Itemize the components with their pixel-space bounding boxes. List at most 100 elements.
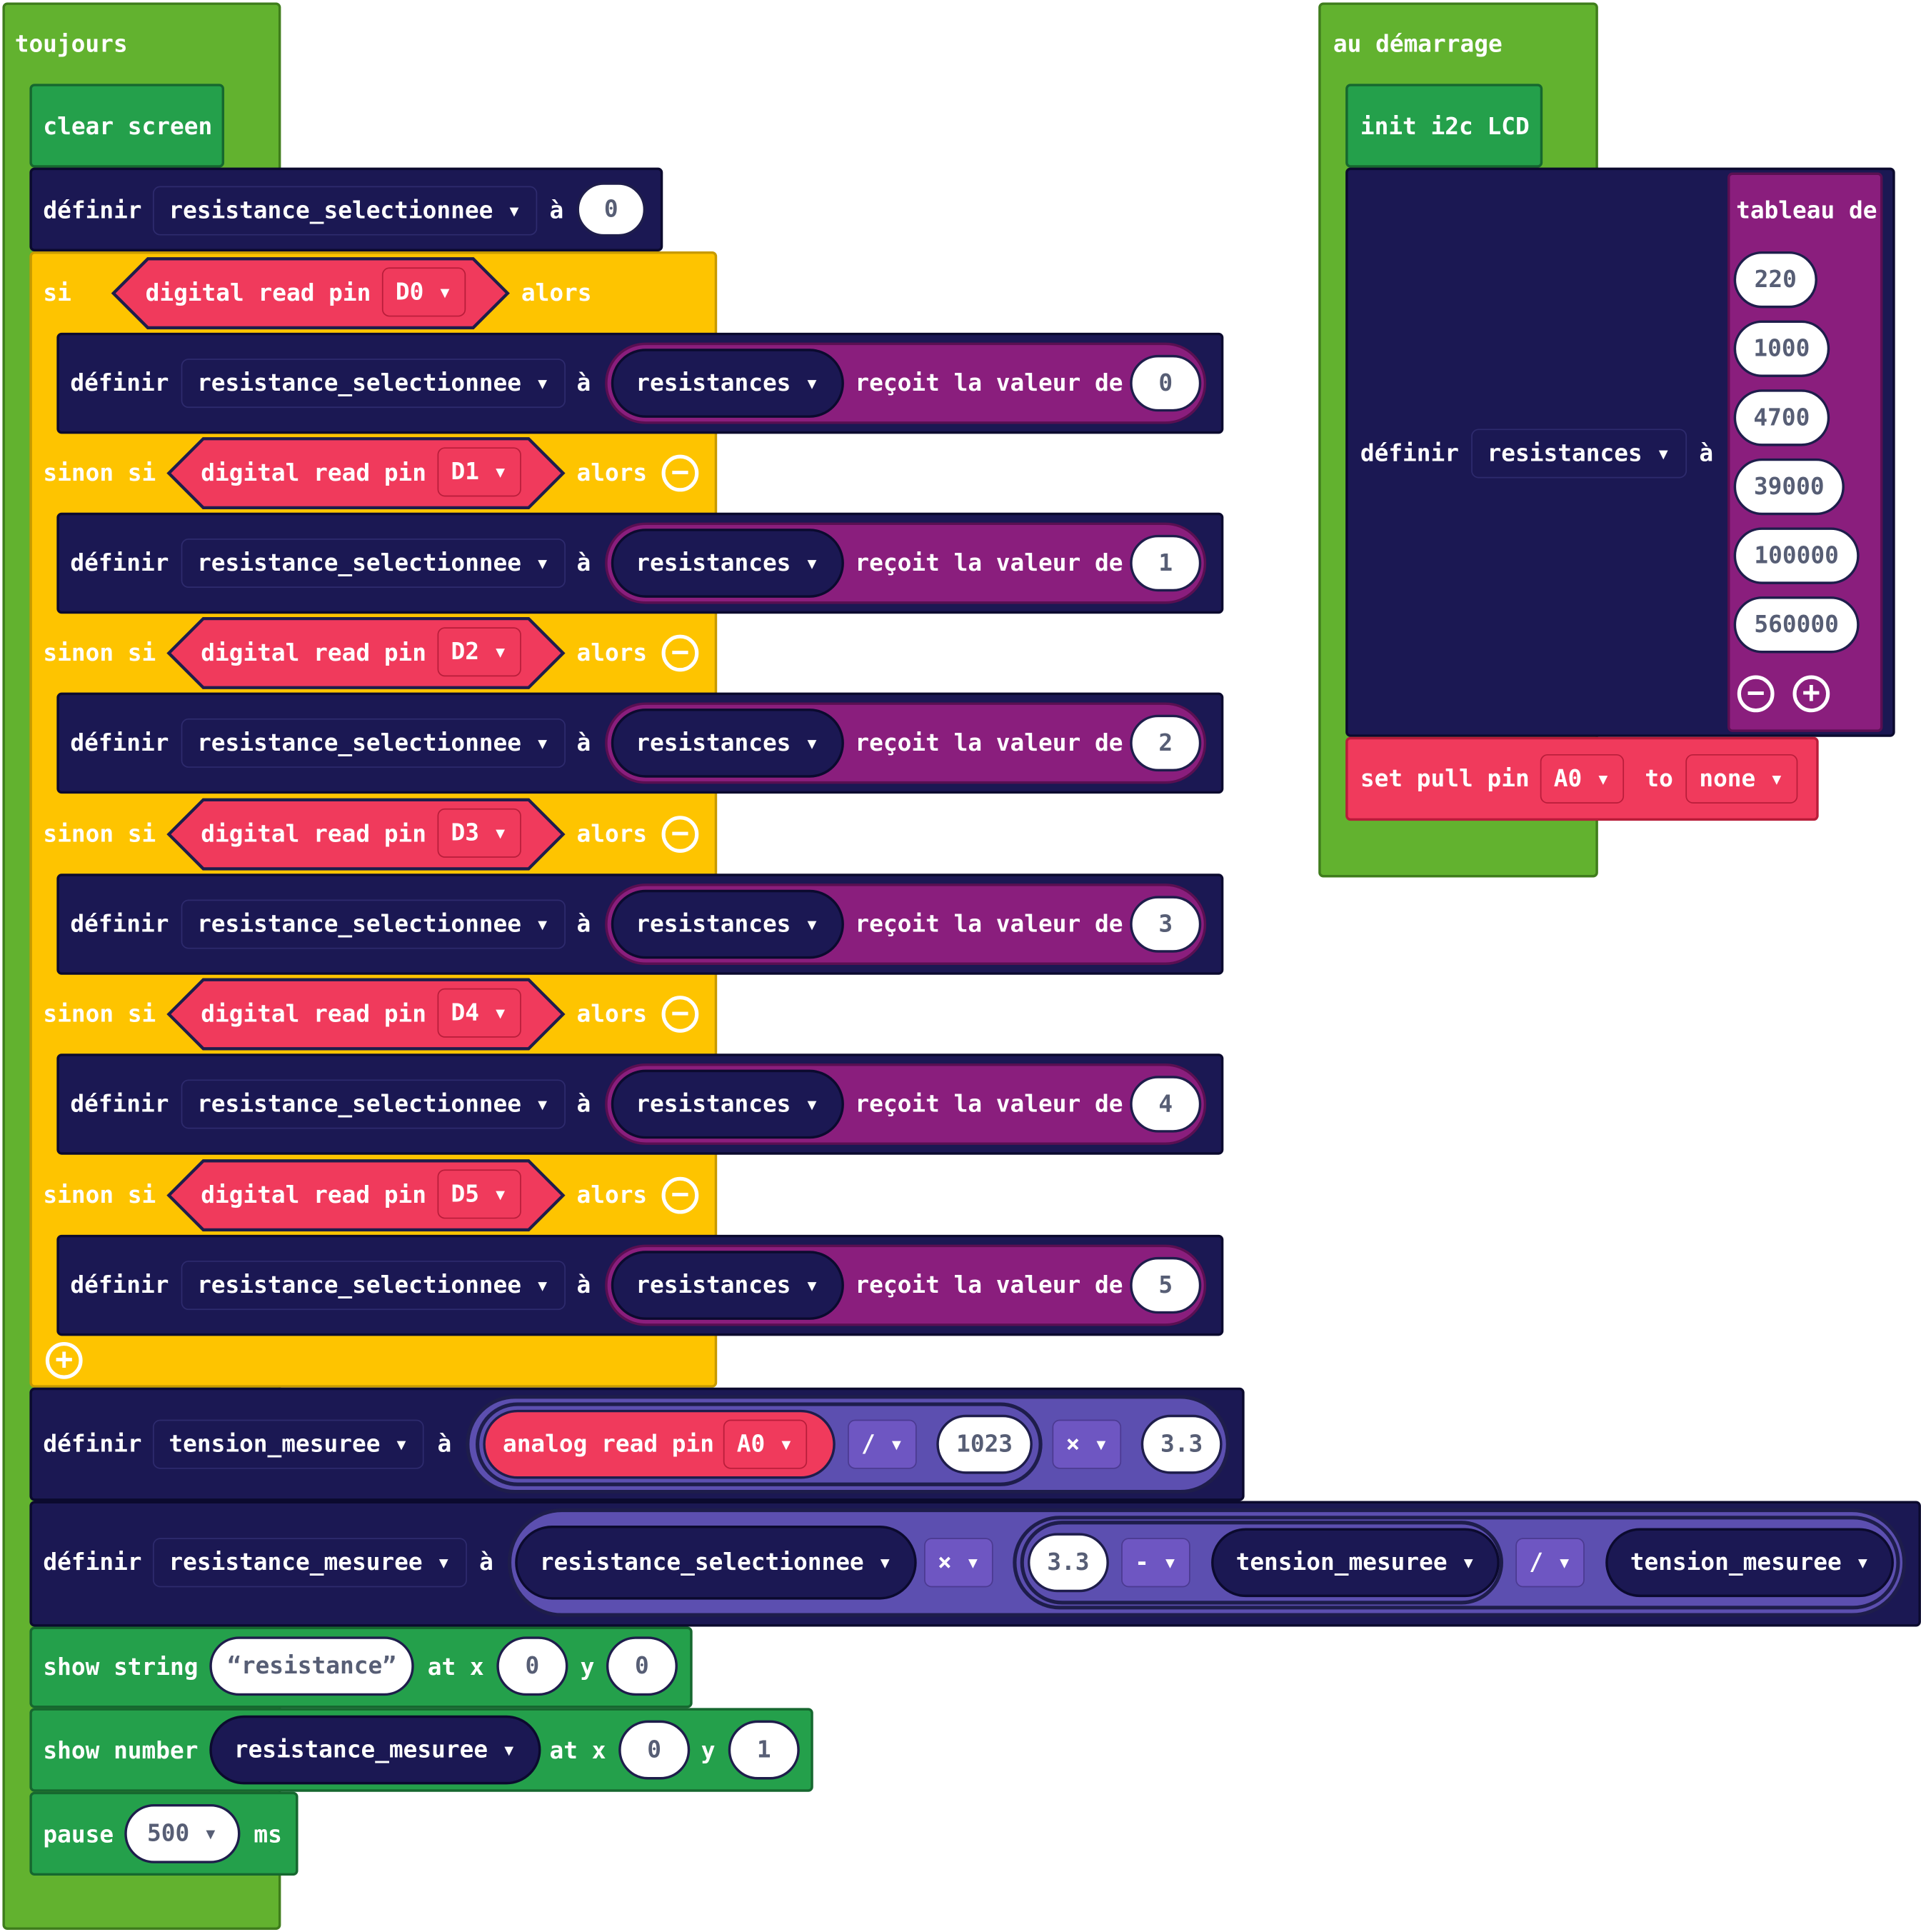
list-index-0[interactable]: 0 <box>1130 354 1202 412</box>
set-pull-pin-dropdown[interactable]: A0 <box>1540 754 1624 804</box>
digital-read-pin-2[interactable]: D2 <box>437 627 521 677</box>
digital-read-pin-3[interactable]: D3 <box>437 808 521 858</box>
clear-screen-label: clear screen <box>43 113 213 141</box>
show-string-value[interactable]: “resistance” <box>209 1636 414 1696</box>
tension-define: définir <box>43 1431 142 1458</box>
show-number-y[interactable]: 1 <box>728 1720 800 1780</box>
digital-read-pin-4[interactable]: D4 <box>437 988 521 1038</box>
analog-read-pin[interactable]: A0 <box>723 1419 807 1469</box>
on-start-label: au démarrage <box>1333 31 1503 59</box>
branch-set-to-1: à <box>576 549 591 577</box>
branch-set-var-0[interactable]: resistance_selectionnee <box>181 359 566 409</box>
branch-set-var-4[interactable]: resistance_selectionnee <box>181 1079 566 1129</box>
clear-screen-block[interactable] <box>29 84 225 168</box>
tension-mesuree-var-2[interactable]: tension_mesuree <box>1605 1528 1895 1598</box>
list-index-4[interactable]: 4 <box>1130 1076 1202 1133</box>
list-var-4[interactable]: resistances <box>611 1069 844 1139</box>
branch-set-var-1[interactable]: resistance_selectionnee <box>181 538 566 589</box>
show-number-x[interactable]: 0 <box>618 1720 691 1780</box>
list-get-label-5: reçoit la valeur de <box>855 1271 1123 1299</box>
digital-read-block-5[interactable]: digital read pin D5 <box>166 1158 566 1233</box>
show-number-var[interactable]: resistance_mesuree <box>209 1715 541 1785</box>
show-string-text: resistance <box>241 1652 383 1680</box>
set-initial-define: définir <box>43 197 142 225</box>
list-get-label-2: reçoit la valeur de <box>855 729 1123 757</box>
remove-branch-icon-4[interactable]: − <box>661 996 699 1033</box>
show-string-x[interactable]: 0 <box>496 1636 568 1696</box>
array-value-5[interactable]: 560000 <box>1733 596 1860 654</box>
then-label-1: alors <box>576 459 648 487</box>
branch-set-define-2: définir <box>70 729 169 757</box>
array-add-icon[interactable]: + <box>1792 675 1830 713</box>
digital-read-block-4[interactable]: digital read pin D4 <box>166 977 566 1051</box>
branch-set-define-4: définir <box>70 1090 169 1118</box>
resistance-op-divide[interactable]: / <box>1515 1538 1585 1588</box>
set-initial-value[interactable]: 0 <box>576 182 646 237</box>
list-var-5[interactable]: resistances <box>611 1251 844 1320</box>
resistance-op-multiply[interactable]: × <box>924 1538 994 1588</box>
list-get-label-1: reçoit la valeur de <box>855 549 1123 577</box>
elseif-label-3: sinon si <box>43 821 156 849</box>
set-pull-mode-dropdown[interactable]: none <box>1685 754 1797 804</box>
then-label-2: alors <box>576 639 648 667</box>
digital-read-pin-1[interactable]: D1 <box>437 447 521 497</box>
branch-set-to-2: à <box>576 729 591 757</box>
tension-op-divide[interactable]: / <box>848 1419 918 1469</box>
resistance-to: à <box>479 1548 493 1576</box>
branch-set-to-5: à <box>576 1271 591 1299</box>
resistance-value-3-3[interactable]: 3.3 <box>1027 1533 1109 1593</box>
resistance-selectionnee-var[interactable]: resistance_selectionnee <box>515 1526 917 1600</box>
show-string-y[interactable]: 0 <box>606 1636 678 1696</box>
tension-op-multiply[interactable]: × <box>1052 1419 1122 1469</box>
branch-set-var-5[interactable]: resistance_selectionnee <box>181 1261 566 1311</box>
array-value-0[interactable]: 220 <box>1733 251 1817 309</box>
resistances-var-dropdown[interactable]: resistances <box>1471 429 1687 479</box>
list-get-label-4: reçoit la valeur de <box>855 1090 1123 1118</box>
list-var-2[interactable]: resistances <box>611 709 844 778</box>
remove-branch-icon-1[interactable]: − <box>661 454 699 492</box>
tension-var-dropdown[interactable]: tension_mesuree <box>152 1419 425 1469</box>
branch-set-define-0: définir <box>70 369 169 397</box>
if-label: si <box>43 279 71 307</box>
digital-read-block-0[interactable]: digital read pin D0 <box>111 256 510 331</box>
init-lcd-block[interactable] <box>1345 84 1543 168</box>
array-value-3[interactable]: 39000 <box>1733 458 1845 516</box>
digital-read-pin-0[interactable]: D0 <box>381 267 466 317</box>
array-value-2[interactable]: 4700 <box>1733 389 1830 446</box>
forever-label: toujours <box>14 31 128 59</box>
list-index-1[interactable]: 1 <box>1130 534 1202 592</box>
pause-value-dropdown[interactable]: 500 <box>124 1803 241 1863</box>
branch-set-define-3: définir <box>70 911 169 939</box>
remove-branch-icon-5[interactable]: − <box>661 1176 699 1214</box>
add-branch-icon[interactable]: + <box>45 1341 83 1379</box>
then-label-0: alors <box>521 279 592 307</box>
list-var-0[interactable]: resistances <box>611 349 844 418</box>
branch-set-define-5: définir <box>70 1271 169 1299</box>
list-index-2[interactable]: 2 <box>1130 714 1202 772</box>
tension-mesuree-var-1[interactable]: tension_mesuree <box>1211 1528 1500 1598</box>
list-var-1[interactable]: resistances <box>611 529 844 598</box>
resistance-var-dropdown[interactable]: resistance_mesuree <box>152 1538 467 1588</box>
list-var-3[interactable]: resistances <box>611 889 844 959</box>
array-remove-icon[interactable]: − <box>1737 675 1775 713</box>
array-value-4[interactable]: 100000 <box>1733 527 1860 584</box>
tension-value-3-3[interactable]: 3.3 <box>1140 1414 1223 1474</box>
pause-label: pause <box>43 1821 114 1849</box>
digital-read-block-3[interactable]: digital read pin D3 <box>166 797 566 871</box>
resistances-define: définir <box>1360 439 1460 467</box>
array-value-1[interactable]: 1000 <box>1733 320 1830 377</box>
remove-branch-icon-3[interactable]: − <box>661 816 699 853</box>
tension-value-1023[interactable]: 1023 <box>936 1414 1033 1474</box>
list-index-3[interactable]: 3 <box>1130 896 1202 953</box>
resistance-op-minus[interactable]: - <box>1121 1538 1191 1588</box>
branch-set-var-3[interactable]: resistance_selectionnee <box>181 899 566 949</box>
show-string-at-x: at x <box>427 1653 484 1681</box>
digital-read-pin-5[interactable]: D5 <box>437 1169 521 1219</box>
digital-read-block-2[interactable]: digital read pin D2 <box>166 616 566 691</box>
branch-set-var-2[interactable]: resistance_selectionnee <box>181 718 566 768</box>
remove-branch-icon-2[interactable]: − <box>661 634 699 672</box>
digital-read-block-1[interactable]: digital read pin D1 <box>166 436 566 511</box>
list-index-5[interactable]: 5 <box>1130 1256 1202 1314</box>
set-initial-var-dropdown[interactable]: resistance_selectionnee <box>152 186 538 236</box>
then-label-3: alors <box>576 821 648 849</box>
